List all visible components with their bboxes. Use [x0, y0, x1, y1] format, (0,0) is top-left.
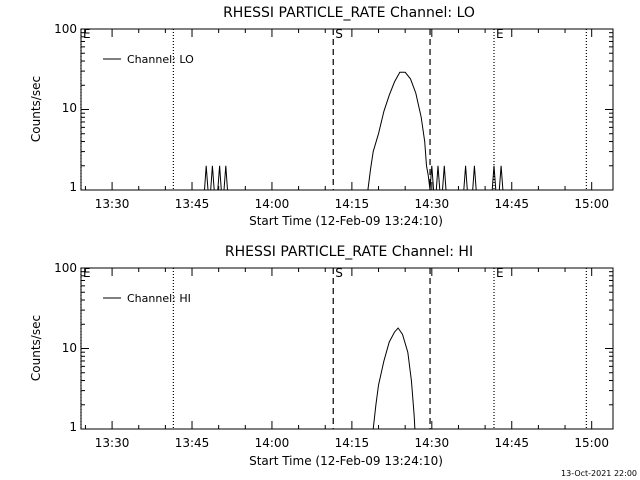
- panel-lo-xtick-label: 14:45: [494, 197, 529, 211]
- panel-hi-title: RHESSI PARTICLE_RATE Channel: HI: [225, 244, 473, 260]
- panel-hi-xtick-label: 13:30: [95, 436, 130, 450]
- panel-lo-marker-label: E: [83, 27, 91, 41]
- panel-lo-ytick-label: 10: [62, 101, 77, 115]
- panel-hi-marker-label: E: [496, 266, 504, 280]
- panel-hi-xtick-label: 13:45: [175, 436, 210, 450]
- panel-hi-legend: Channel: HI: [103, 292, 191, 305]
- panel-hi-series-line: [372, 327, 416, 430]
- panel-lo-xtick-label: 15:00: [574, 197, 609, 211]
- panel-lo-xlabel: Start Time (12-Feb-09 13:24:10): [249, 214, 443, 228]
- panel-hi-xtick-label: 14:30: [415, 436, 450, 450]
- panel-hi: RHESSI PARTICLE_RATE Channel: HI Counts/…: [29, 244, 614, 468]
- panel-lo-marker-label: S: [335, 27, 343, 41]
- panel-hi-xtick-label: 14:00: [255, 436, 290, 450]
- panel-lo-legend: Channel: LO: [103, 53, 194, 66]
- panel-lo-xtick-label: 14:00: [255, 197, 290, 211]
- panel-hi-xlabel: Start Time (12-Feb-09 13:24:10): [249, 454, 443, 468]
- panel-lo-yaxis: 1 10 100: [54, 22, 613, 194]
- panel-hi-yaxis: 1 10 100: [54, 261, 613, 434]
- panel-lo: RHESSI PARTICLE_RATE Channel: LO Counts/…: [29, 5, 614, 228]
- panel-lo-ylabel: Counts/sec: [29, 76, 43, 142]
- panel-hi-legend-label: Channel: HI: [127, 292, 191, 305]
- panel-hi-xtick-label: 14:15: [335, 436, 370, 450]
- footer-timestamp: 13-Oct-2021 22:00: [561, 469, 637, 478]
- panel-lo-xtick-label: 14:30: [415, 197, 450, 211]
- panel-lo-xtick-label: 13:30: [95, 197, 130, 211]
- panel-lo-title: RHESSI PARTICLE_RATE Channel: LO: [223, 5, 475, 21]
- panel-hi-marker-label: E: [83, 266, 91, 280]
- panel-hi-ytick-label: 100: [54, 261, 77, 275]
- panel-lo-ytick-label: 100: [54, 22, 77, 36]
- panel-hi-markers: E S E: [80, 266, 587, 429]
- panel-hi-marker-label: S: [335, 266, 343, 280]
- panel-hi-ytick-label: 1: [69, 420, 77, 434]
- panel-hi-xaxis: 13:30 13:45 14:00 14:15 14:30 14:45 15:0…: [84, 268, 609, 450]
- panel-lo-marker-label: E: [496, 27, 504, 41]
- panel-lo-legend-label: Channel: LO: [127, 53, 194, 66]
- panel-lo-markers: E S E: [80, 27, 587, 190]
- panel-hi-ytick-label: 10: [62, 341, 77, 355]
- panel-hi-xtick-label: 15:00: [574, 436, 609, 450]
- panel-lo-series-line: [81, 71, 507, 191]
- panel-lo-xtick-label: 13:45: [175, 197, 210, 211]
- panel-lo-xtick-label: 14:15: [335, 197, 370, 211]
- panel-lo-xaxis: 13:30 13:45 14:00 14:15 14:30 14:45 15:0…: [84, 29, 609, 211]
- panel-hi-xtick-label: 14:45: [494, 436, 529, 450]
- panel-lo-ytick-label: 1: [69, 180, 77, 194]
- panel-hi-ylabel: Counts/sec: [29, 315, 43, 381]
